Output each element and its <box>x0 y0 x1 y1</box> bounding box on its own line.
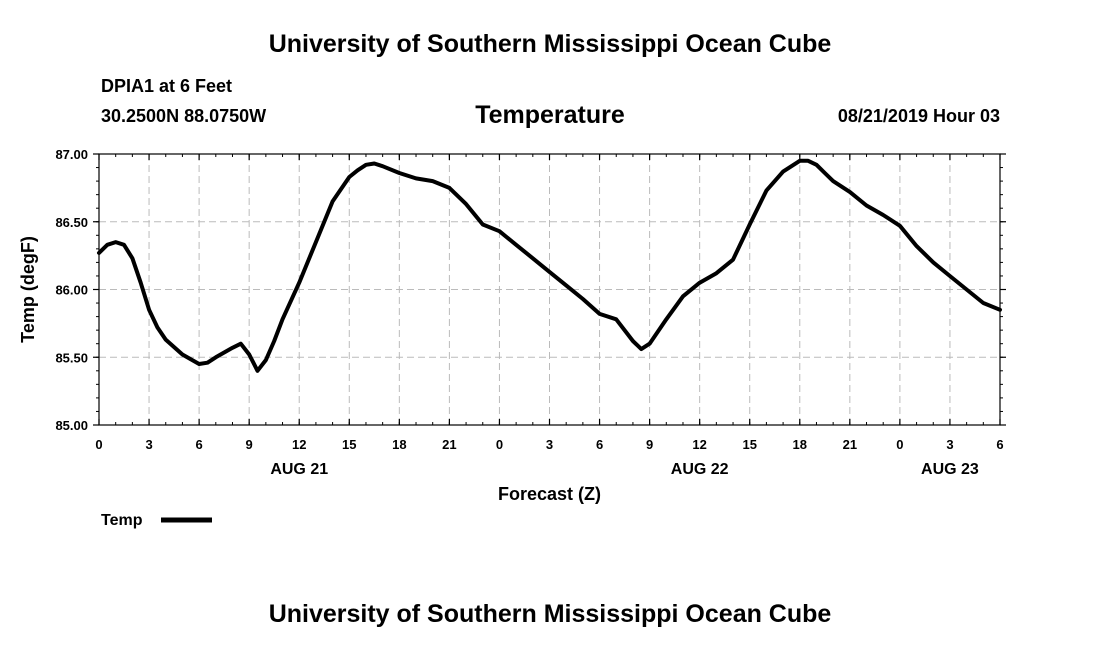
y-tick-label: 85.00 <box>55 418 88 433</box>
legend: Temp <box>101 512 212 529</box>
x-tick-label: 3 <box>145 437 152 452</box>
x-axis-title: Forecast (Z) <box>498 484 601 504</box>
date-labels: AUG 21 AUG 22 AUG 23 <box>270 461 979 478</box>
page-title: University of Southern Mississippi Ocean… <box>268 30 832 58</box>
x-tick-label: 9 <box>246 437 253 452</box>
x-tick-label: 0 <box>496 437 503 452</box>
x-tick-label: 12 <box>692 437 706 452</box>
date-label: AUG 21 <box>270 461 328 478</box>
x-tick-label: 0 <box>95 437 102 452</box>
legend-label-temp: Temp <box>101 512 143 529</box>
x-tick-label: 3 <box>946 437 953 452</box>
station-label: DPIA1 at 6 Feet <box>101 76 233 96</box>
x-tick-label: 3 <box>546 437 553 452</box>
date-label: AUG 23 <box>921 461 979 478</box>
date-label: AUG 22 <box>671 461 729 478</box>
x-tick-label: 6 <box>596 437 603 452</box>
y-tick-label: 86.50 <box>55 215 88 230</box>
x-tick-label: 6 <box>195 437 202 452</box>
chart-title: Temperature <box>475 101 625 129</box>
y-tick-label: 85.50 <box>55 350 88 365</box>
y-axis-title: Temp (degF) <box>18 236 38 343</box>
x-tick-label: 0 <box>896 437 903 452</box>
x-tick-label: 9 <box>646 437 653 452</box>
series-line-temp <box>97 158 1002 373</box>
forecast-datetime: 08/21/2019 Hour 03 <box>837 106 1000 126</box>
x-tick-label: 6 <box>996 437 1003 452</box>
grid-lines <box>99 154 1000 425</box>
x-tick-label: 15 <box>342 437 356 452</box>
x-tick-label: 21 <box>843 437 857 452</box>
x-tick-label: 12 <box>292 437 306 452</box>
y-tick-label: 86.00 <box>55 283 88 298</box>
x-tick-label: 21 <box>442 437 456 452</box>
x-tick-label: 18 <box>793 437 807 452</box>
x-tick-labels: 0 3 6 9 12 15 18 21 0 3 6 9 12 15 18 21 0 3 6 <box>95 437 1003 452</box>
y-tick-label: 87.00 <box>55 147 88 162</box>
x-tick-label: 15 <box>742 437 756 452</box>
plot-frame <box>98 153 1001 426</box>
footer-title: University of Southern Mississippi Ocean… <box>268 600 832 628</box>
x-tick-label: 18 <box>392 437 406 452</box>
station-coordinates: 30.2500N 88.0750W <box>101 106 267 126</box>
y-tick-labels: 85.00 85.50 86.00 86.50 87.00 <box>55 147 88 433</box>
